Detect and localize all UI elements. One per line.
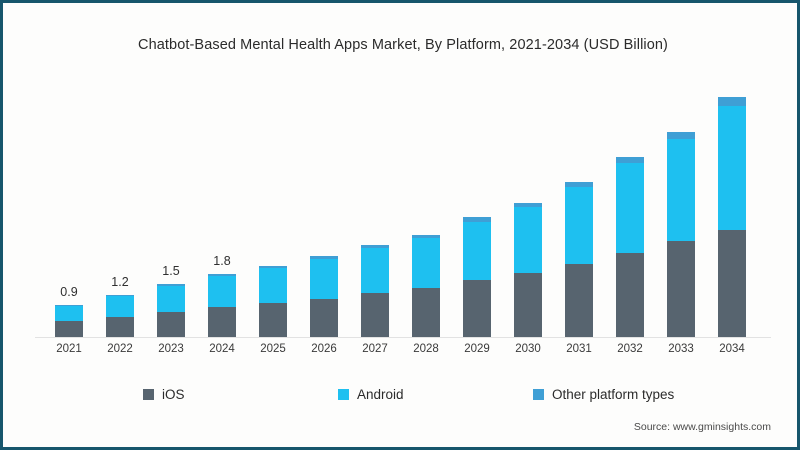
bar-2022[interactable]: 1.2 [106, 275, 134, 337]
x-axis-label-2022: 2022 [107, 343, 133, 355]
bar-segment-ios-2033[interactable] [667, 240, 695, 337]
bar-value-label-2023: 1.5 [162, 264, 180, 279]
bar-segment-other-2023[interactable] [157, 284, 185, 287]
bar-segment-android-2025[interactable] [259, 268, 287, 304]
bar-segment-android-2030[interactable] [514, 207, 542, 273]
bar-segment-other-2034[interactable] [718, 97, 746, 107]
bar-segment-other-2032[interactable] [616, 157, 644, 163]
bar-segment-ios-2023[interactable] [157, 312, 185, 337]
x-axis-label-2030: 2030 [515, 343, 541, 355]
legend-item-other-platform-types[interactable]: Other platform types [533, 387, 674, 402]
bar-segment-android-2022[interactable] [106, 296, 134, 317]
bar-segment-ios-2032[interactable] [616, 253, 644, 337]
x-axis-label-2028: 2028 [413, 343, 439, 355]
bar-segment-other-2033[interactable] [667, 132, 695, 140]
bar-segment-android-2029[interactable] [463, 221, 491, 280]
legend-label: Android [357, 387, 404, 402]
bar-segment-other-2024[interactable] [208, 273, 236, 276]
bar-2032[interactable] [616, 157, 644, 337]
bar-segment-other-2026[interactable] [310, 255, 338, 259]
bar-segment-android-2034[interactable] [718, 106, 746, 231]
bar-2029[interactable] [463, 217, 491, 337]
square-swatch-icon [533, 389, 544, 400]
bar-segment-android-2026[interactable] [310, 258, 338, 299]
bar-segment-android-2032[interactable] [616, 162, 644, 254]
x-axis-label-2029: 2029 [464, 343, 490, 355]
bar-segment-other-2025[interactable] [259, 266, 287, 269]
x-axis-label-2021: 2021 [56, 343, 82, 355]
bar-segment-android-2021[interactable] [55, 305, 83, 322]
bar-2023[interactable]: 1.5 [157, 264, 185, 337]
bar-segment-android-2033[interactable] [667, 139, 695, 241]
x-axis-label-2027: 2027 [362, 343, 388, 355]
bar-value-label-2021: 0.9 [60, 285, 78, 300]
bar-segment-android-2028[interactable] [412, 238, 440, 289]
bar-segment-android-2027[interactable] [361, 248, 389, 294]
x-axis-label-2034: 2034 [719, 343, 745, 355]
square-swatch-icon [143, 389, 154, 400]
bar-segment-ios-2028[interactable] [412, 288, 440, 337]
bar-segment-ios-2031[interactable] [565, 263, 593, 337]
bar-2033[interactable] [667, 132, 695, 337]
bar-segment-ios-2027[interactable] [361, 293, 389, 337]
bar-segment-ios-2022[interactable] [106, 316, 134, 337]
x-axis-label-2033: 2033 [668, 343, 694, 355]
bar-segment-ios-2034[interactable] [718, 230, 746, 337]
x-axis-label-2025: 2025 [260, 343, 286, 355]
legend-item-android[interactable]: Android [338, 387, 533, 402]
x-axis-line [35, 337, 771, 338]
bar-segment-ios-2024[interactable] [208, 307, 236, 337]
bar-2024[interactable]: 1.8 [208, 254, 236, 337]
bar-segment-ios-2026[interactable] [310, 298, 338, 337]
bar-segment-other-2030[interactable] [514, 202, 542, 208]
bar-2025[interactable] [259, 266, 287, 337]
bar-segment-other-2027[interactable] [361, 245, 389, 249]
bar-segment-ios-2030[interactable] [514, 272, 542, 337]
bar-segment-ios-2029[interactable] [463, 279, 491, 337]
legend-label: Other platform types [552, 387, 675, 402]
bar-2027[interactable] [361, 245, 389, 337]
bar-segment-ios-2025[interactable] [259, 303, 287, 337]
legend: iOS Android Other platform types [143, 387, 703, 402]
page-title: Chatbot-Based Mental Health Apps Market,… [138, 37, 668, 53]
plot-area: 0.9 1.2 1.5 1.8 [35, 83, 771, 337]
x-axis-label-2024: 2024 [209, 343, 235, 355]
bar-2026[interactable] [310, 255, 338, 337]
bar-value-label-2022: 1.2 [111, 274, 129, 289]
square-swatch-icon [338, 389, 349, 400]
bar-segment-other-2028[interactable] [412, 234, 440, 239]
bar-segment-other-2022[interactable] [106, 294, 134, 297]
bar-segment-ios-2021[interactable] [55, 321, 83, 337]
x-axis-label-2031: 2031 [566, 343, 592, 355]
bar-segment-android-2031[interactable] [565, 187, 593, 264]
bar-segment-android-2024[interactable] [208, 275, 236, 308]
bar-2021[interactable]: 0.9 [55, 285, 83, 337]
bar-segment-other-2031[interactable] [565, 181, 593, 188]
x-axis-label-2023: 2023 [158, 343, 184, 355]
bar-segment-other-2029[interactable] [463, 217, 491, 222]
legend-item-ios[interactable]: iOS [143, 387, 338, 402]
bar-segment-android-2023[interactable] [157, 286, 185, 313]
bar-2031[interactable] [565, 181, 593, 337]
bar-segment-other-2021[interactable] [55, 305, 83, 306]
x-axis-label-2032: 2032 [617, 343, 643, 355]
bar-2028[interactable] [412, 234, 440, 337]
bar-2034[interactable] [718, 97, 746, 337]
bar-value-label-2024: 1.8 [213, 253, 231, 268]
x-axis-label-2026: 2026 [311, 343, 337, 355]
source-attribution: Source: www.gminsights.com [633, 421, 771, 433]
legend-label: iOS [162, 387, 185, 402]
bar-2030[interactable] [514, 202, 542, 337]
